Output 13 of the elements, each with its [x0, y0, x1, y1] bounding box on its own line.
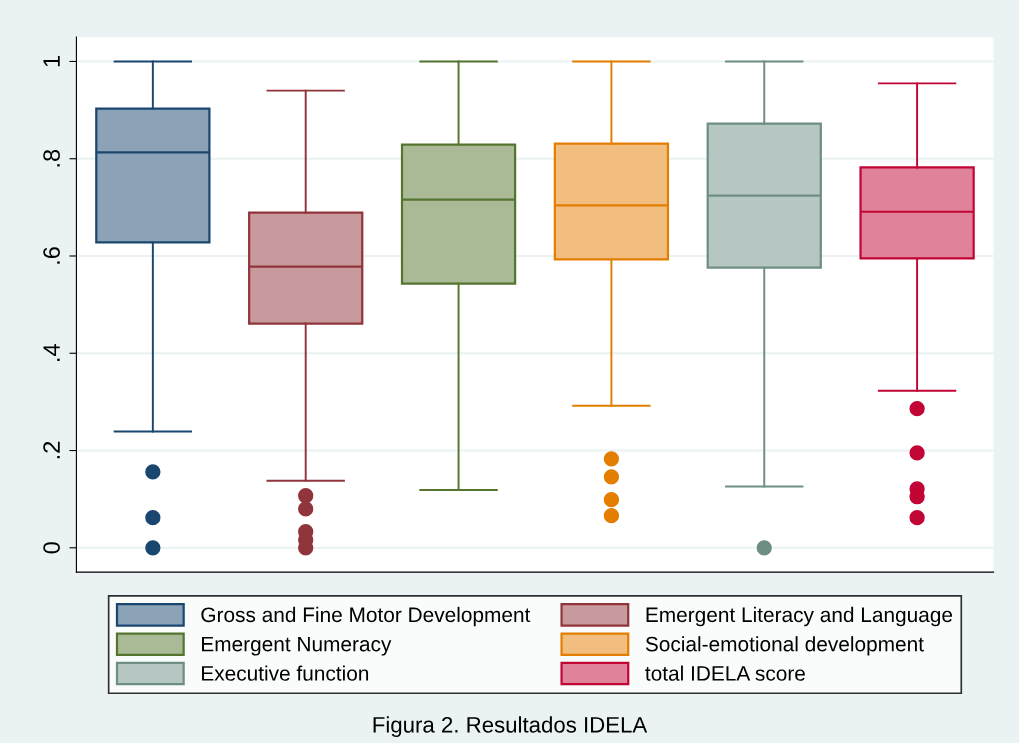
y-tick-label: .2	[43, 441, 60, 459]
legend-label: Emergent Numeracy	[202, 636, 392, 656]
y-tick-label: .8	[43, 149, 60, 167]
legend-label: Executive function	[202, 665, 369, 681]
legend-label: Social-emotional development	[645, 636, 924, 656]
y-tick-label: 1	[43, 56, 60, 67]
y-tick-label: .6	[43, 247, 60, 264]
legend-label: Emergent Literacy and Language	[646, 606, 953, 627]
y-tick-label: .4	[43, 344, 60, 361]
legend-label: total IDELA score	[645, 665, 805, 681]
y-tick-label: 0	[43, 542, 60, 554]
text: Figura 2. Resultados IDELA	[373, 716, 648, 738]
legend-label: Gross and Fine Motor Development	[201, 606, 531, 627]
